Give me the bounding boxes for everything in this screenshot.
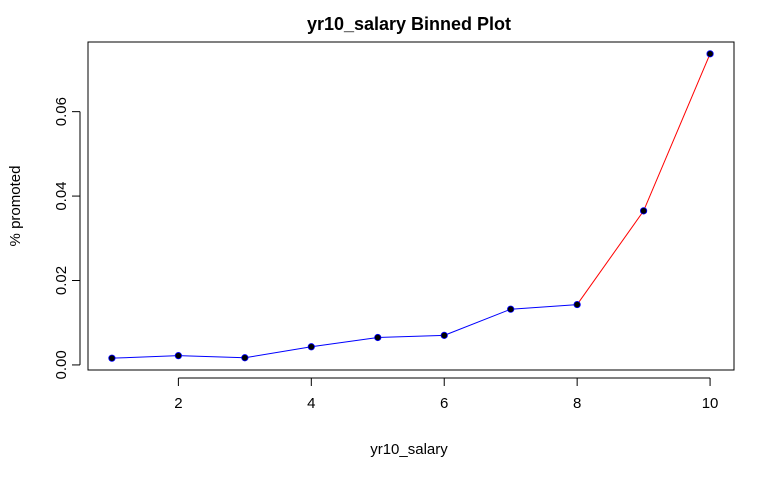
- series-lines: [111, 53, 711, 359]
- data-point: [507, 305, 515, 313]
- x-tick-label: 10: [702, 395, 719, 412]
- y-tick-label: 0.02: [53, 266, 70, 295]
- x-axis: 2 4 6 8 10: [174, 377, 719, 412]
- data-point: [573, 300, 581, 309]
- data-point: [174, 352, 182, 360]
- y-tick-label: 0.00: [53, 350, 70, 379]
- x-tick-label: 8: [573, 395, 581, 412]
- plot-frame: [87, 41, 735, 371]
- y-axis: 0.00 0.02 0.04 0.06: [53, 97, 81, 380]
- line-segment: [311, 337, 378, 348]
- line-segment: [444, 308, 511, 336]
- data-point: [108, 354, 116, 362]
- line-segment: [377, 334, 445, 338]
- data-point: [307, 343, 315, 351]
- line-segment: [510, 304, 578, 310]
- x-tick-label: 6: [440, 395, 448, 412]
- chart-title: yr10_salary Binned Plot: [307, 14, 511, 34]
- x-tick-label: 4: [307, 395, 315, 412]
- data-point: [241, 354, 249, 362]
- y-axis-title: % promoted: [7, 166, 24, 247]
- data-point: [440, 331, 448, 339]
- line-segment: [643, 53, 711, 212]
- y-tick-label: 0.04: [53, 181, 70, 210]
- y-tick-label: 0.06: [53, 97, 70, 126]
- x-axis-title: yr10_salary: [370, 441, 448, 458]
- data-point: [640, 207, 648, 215]
- data-point: [374, 333, 382, 342]
- line-segment: [111, 355, 179, 359]
- line-segment: [244, 346, 312, 359]
- data-point: [706, 50, 714, 58]
- data-points: [108, 50, 714, 362]
- line-segment: [178, 355, 245, 359]
- x-tick-label: 2: [174, 395, 182, 412]
- line-segment: [576, 210, 645, 305]
